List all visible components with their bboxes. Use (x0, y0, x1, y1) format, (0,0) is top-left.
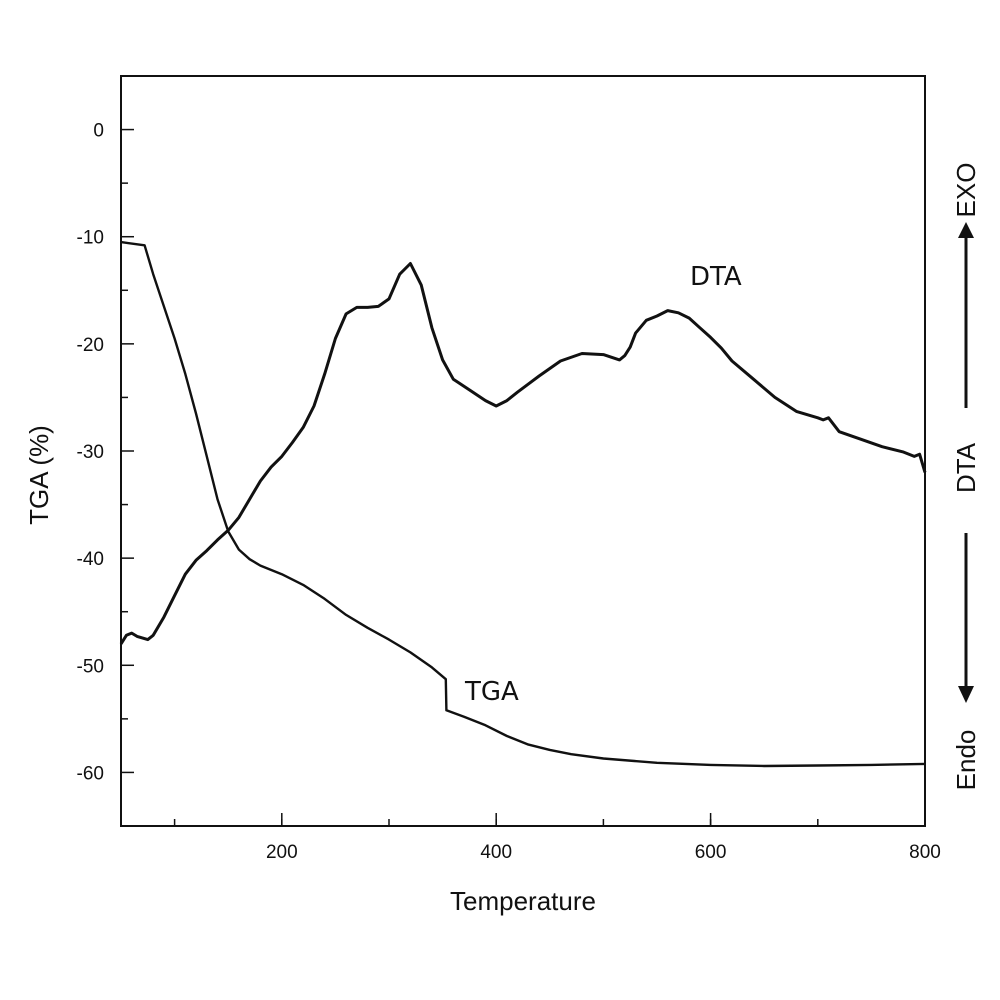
right-axis-title: DTA (951, 442, 981, 493)
tga-curve-label: TGA (464, 677, 519, 707)
ticks-layer: 200 400 600 800 0 -10 -20 -30 -40 -50 -60 (77, 75, 941, 863)
lines-layer (119, 240, 927, 768)
exo-label: EXO (951, 163, 981, 218)
x-tick-label: 800 (909, 842, 941, 863)
y-tick-label: -20 (77, 335, 104, 356)
y-tick-label: 0 (93, 121, 104, 142)
x-tick-label: 200 (266, 842, 298, 863)
y-tick-label: -10 (77, 228, 104, 249)
y-tick-label: -40 (77, 549, 104, 570)
y-tick-label: -50 (77, 656, 104, 677)
exo-arrow-icon (958, 222, 974, 238)
y-tick-label: -60 (77, 763, 104, 784)
tga-series-line (120, 240, 926, 768)
y-axis-title: TGA (%) (24, 425, 54, 525)
x-tick-label: 400 (480, 842, 512, 863)
dta-curve-label: DTA (690, 262, 742, 292)
y-tick-label: -30 (77, 442, 104, 463)
x-tick-label: 600 (695, 842, 727, 863)
x-axis-title: Temperature (450, 886, 596, 916)
endo-arrow-icon (958, 686, 974, 703)
right-axis-annotation: EXO DTA Endo (951, 163, 981, 791)
plot-frame (120, 75, 926, 827)
dta-series-line (119, 262, 927, 645)
endo-label: Endo (951, 730, 981, 791)
